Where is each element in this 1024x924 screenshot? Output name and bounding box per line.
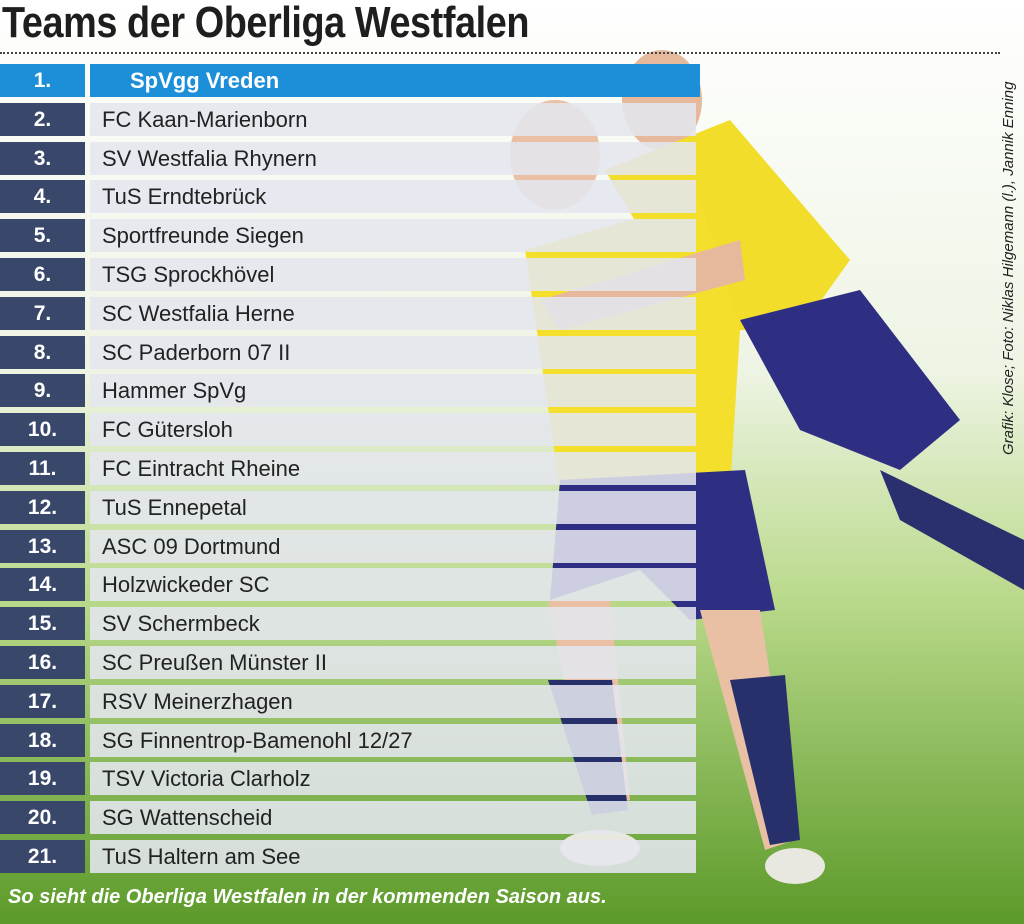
rank: 10. (0, 413, 85, 447)
rank: 17. (0, 684, 85, 718)
rank: 7. (0, 296, 85, 330)
rank: 12. (0, 490, 85, 524)
rank: 13. (0, 529, 85, 563)
credit: Grafik: Klose; Foto: Niklas Hilgemann (l… (1000, 81, 1017, 455)
rank: 19. (0, 762, 85, 796)
rank: 14. (0, 568, 85, 602)
rank: 2. (0, 102, 85, 136)
team-name: SV Westfalia Rhynern (90, 141, 696, 175)
team-name: TSG Sprockhövel (90, 258, 696, 291)
rank: 16. (0, 646, 85, 679)
rank: 20. (0, 801, 85, 835)
team-name: TSV Victoria Clarholz (90, 762, 696, 796)
rank: 8. (0, 335, 85, 369)
caption: So sieht die Oberliga Westfalen in der k… (8, 886, 607, 908)
team-name: FC Kaan-Marienborn (90, 102, 696, 136)
team-name: RSV Meinerzhagen (90, 684, 696, 718)
team-name: ASC 09 Dortmund (90, 529, 696, 563)
rank: 15. (0, 607, 85, 641)
rank: 18. (0, 723, 85, 757)
team-name: TuS Ennepetal (90, 490, 696, 524)
rank: 1. (0, 64, 85, 97)
team-name: SC Westfalia Herne (90, 296, 696, 330)
team-name: SC Preußen Münster II (90, 646, 696, 679)
team-name: FC Gütersloh (90, 413, 696, 447)
team-name: Holzwickeder SC (90, 568, 696, 602)
rank: 4. (0, 180, 85, 214)
team-name: SC Paderborn 07 II (90, 335, 696, 369)
team-name: FC Eintracht Rheine (90, 452, 696, 485)
divider (0, 52, 1000, 54)
team-name: TuS Erndtebrück (90, 180, 696, 214)
rank: 3. (0, 141, 85, 175)
team-name: TuS Haltern am See (90, 840, 696, 873)
team-name: SG Finnentrop-Bamenohl 12/27 (90, 723, 696, 757)
rank: 6. (0, 258, 85, 291)
team-name: Sportfreunde Siegen (90, 219, 696, 253)
team-name: SV Schermbeck (90, 607, 696, 641)
team-name: SG Wattenscheid (90, 801, 696, 835)
title: Teams der Oberliga Westfalen (2, 0, 530, 47)
rank: 5. (0, 219, 85, 253)
rank: 9. (0, 374, 85, 408)
team-name: Hammer SpVg (90, 374, 696, 408)
rank: 21. (0, 840, 85, 873)
rank: 11. (0, 452, 85, 485)
team-name: SpVgg Vreden (90, 64, 700, 97)
